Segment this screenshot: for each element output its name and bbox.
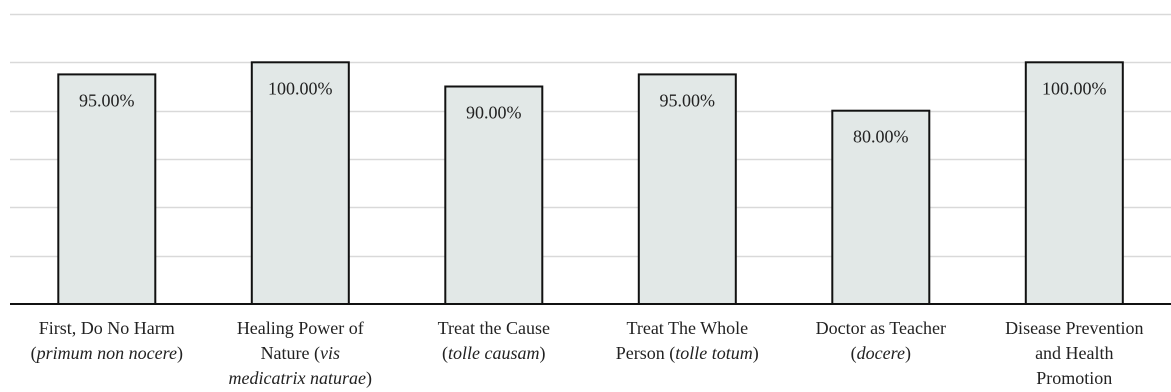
x-tick-label-line: Treat the Cause: [437, 318, 550, 338]
x-tick-label: Healing Power of Nature (vis medicatrix na…: [210, 316, 390, 391]
bar-chart: 95.00% 100.00% 90.00% 95.00% 80.00% 100.00%: [10, 13, 1171, 305]
x-tick-label: Treat the Cause (tolle causam): [404, 316, 584, 366]
x-tick-label-line: medicatrix naturae): [228, 368, 373, 388]
x-tick-label-line: and Health: [1035, 343, 1114, 363]
data-label: 100.00%: [1042, 78, 1107, 98]
x-tick-label-line: First, Do No Harm: [38, 318, 175, 338]
x-tick-label-line: Promotion: [1036, 368, 1113, 388]
x-tick-label-line: Disease Prevention: [1005, 318, 1144, 338]
data-label: 95.00%: [660, 90, 716, 110]
data-label: 100.00%: [268, 78, 333, 98]
x-tick-label: Doctor as Teacher (docere): [791, 316, 971, 366]
bar: [637, 73, 737, 305]
x-tick-label-line: Treat The Whole: [626, 318, 749, 338]
bar: [444, 85, 544, 305]
bar: [831, 109, 931, 305]
data-label: 90.00%: [466, 103, 522, 123]
x-tick-label-line: (tolle causam): [442, 343, 546, 363]
x-axis-labels: First, Do No Harm (primum non nocere) Heal…: [0, 316, 1171, 392]
x-tick-label-line: (primum non nocere): [30, 343, 183, 363]
x-tick-label-line: Healing Power of: [236, 318, 364, 338]
bar: [250, 61, 350, 305]
data-label: 95.00%: [79, 90, 135, 110]
x-tick-label: Disease Prevention and Health Promotion: [984, 316, 1164, 391]
x-tick-label-line: Doctor as Teacher: [815, 318, 946, 338]
x-tick-label-line: Person (tolle totum): [615, 343, 759, 363]
x-tick-label: Treat The Whole Person (tolle totum): [597, 316, 777, 366]
data-label: 80.00%: [853, 127, 909, 147]
x-tick-label-line: (docere): [850, 343, 911, 363]
bar: [1024, 61, 1124, 305]
x-tick-label-line: Nature (vis: [260, 343, 341, 363]
x-tick-label: First, Do No Harm (primum non nocere): [17, 316, 197, 366]
